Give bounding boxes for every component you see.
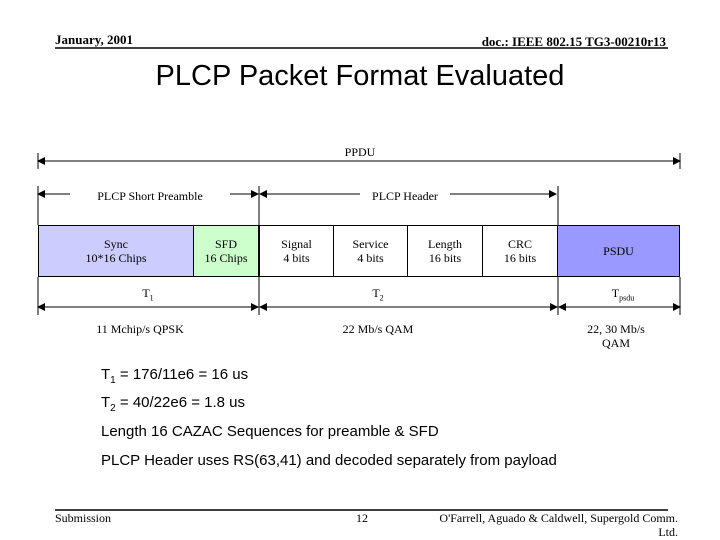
plcp-header-label: PLCP Header [360, 189, 450, 203]
field-crc-size: 16 bits [503, 251, 537, 265]
tpsdu-label: Tpsdu [611, 286, 635, 303]
field-length-size: 16 bits [428, 251, 462, 265]
footer-authors: O'Farrell, Aguado & Caldwell, Supergold … [439, 511, 678, 539]
field-sync-size: 10*16 Chips [85, 251, 147, 265]
field-sfd-size: 16 Chips [204, 251, 248, 265]
field-service-name: Service [352, 237, 389, 251]
rate-preamble: 11 Mchip/s QPSK [96, 322, 184, 336]
short-preamble-label: PLCP Short Preamble [70, 189, 230, 203]
t1-label: T1 [142, 286, 154, 303]
header-date: January, 2001 [55, 32, 134, 47]
field-psdu: PSDU [557, 225, 680, 277]
rate-header: 22 Mb/s QAM [342, 322, 414, 336]
field-sfd-name: SFD [214, 237, 237, 251]
field-crc-name: CRC [507, 237, 532, 251]
header-doc-id: doc.: IEEE 802.15 TG3-00210r13 [481, 34, 666, 49]
body-t2-equation: T2 = 40/22e6 = 1.8 us [101, 394, 246, 414]
footer-submission: Submission [55, 511, 112, 525]
field-sync-name: Sync [103, 237, 128, 251]
t2-label: T2 [372, 286, 384, 303]
field-signal-name: Signal [281, 237, 312, 251]
ppdu-label: PPDU [344, 145, 376, 159]
field-service: Service 4 bits [333, 225, 408, 277]
footer-page-number: 12 [356, 511, 368, 525]
field-length-name: Length [428, 237, 462, 251]
field-signal: Signal 4 bits [259, 225, 334, 277]
field-length: Length 16 bits [407, 225, 483, 277]
rate-psdu: 22, 30 Mb/s QAM [587, 322, 645, 350]
field-crc: CRC 16 bits [482, 225, 558, 277]
body-cazac-note: Length 16 CAZAC Sequences for preamble &… [101, 423, 439, 440]
field-sync: Sync 10*16 Chips [38, 225, 194, 277]
body-rs-note: PLCP Header uses RS(63,41) and decoded s… [101, 452, 557, 469]
field-psdu-name: PSDU [603, 244, 634, 258]
field-sfd: SFD 16 Chips [193, 225, 259, 277]
body-t1-equation: T1 = 176/11e6 = 16 us [101, 366, 249, 386]
field-signal-size: 4 bits [283, 251, 310, 265]
page-title: PLCP Packet Format Evaluated [155, 60, 565, 92]
field-service-size: 4 bits [357, 251, 384, 265]
